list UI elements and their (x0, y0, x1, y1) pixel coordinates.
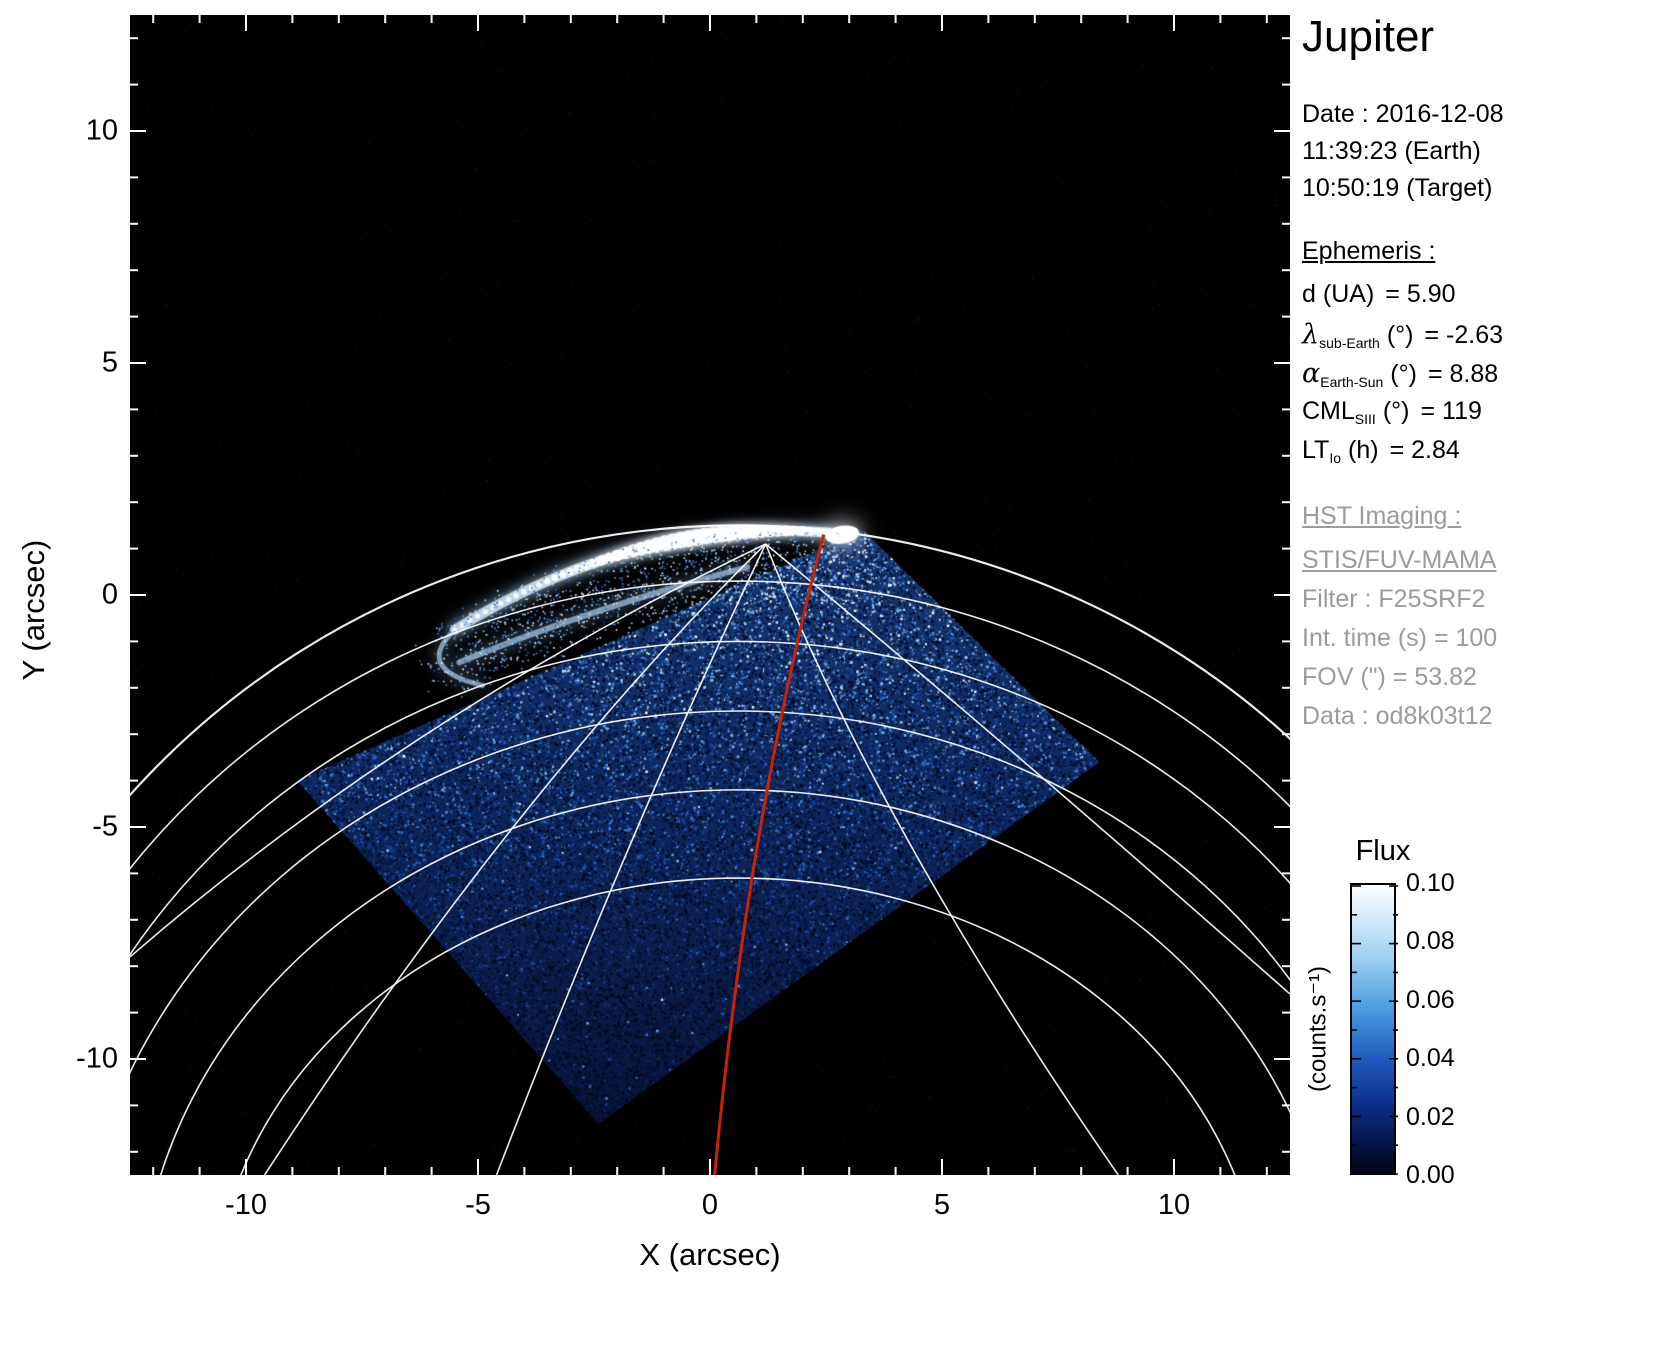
quantity-symbol: d (1302, 280, 1316, 308)
ephemeris-table: d (UA) = 5.90 λ sub-Earth (°) = -2.63 α Ea… (1302, 280, 1503, 475)
cml-meridian-line (713, 534, 826, 1175)
ephemeris-row-subearth-lat: λ sub-Earth (°) = -2.63 (1302, 319, 1503, 358)
colorbar-tick-label: 0.02 (1406, 1102, 1455, 1131)
y-tick-label: 10 (85, 114, 118, 147)
quantity-value: = -2.63 (1424, 321, 1504, 349)
x-tick-label: -5 (465, 1189, 491, 1221)
target-time-line: 10:50:19 (Target) (1302, 174, 1493, 202)
colorbar (1350, 883, 1398, 1175)
fuv-image-canvas (130, 15, 1290, 1175)
quantity-unit: (°) (1386, 321, 1414, 349)
latitude-arc (240, 877, 1236, 1175)
latitude-arc (159, 789, 1290, 1175)
x-tick-label: 0 (701, 1189, 719, 1221)
colorbar-unit-label: (counts.s⁻¹) (1304, 965, 1332, 1093)
colorbar-ticks (1352, 885, 1398, 1175)
quantity-symbol: λ (1302, 319, 1320, 350)
y-tick-label: 5 (101, 346, 118, 379)
quantity-symbol: LT (1302, 436, 1330, 464)
instrument-line: STIS/FUV-MAMA (1302, 546, 1497, 574)
earth-time-line: 11:39:23 (Earth) (1302, 137, 1481, 165)
ephemeris-row-distance: d (UA) = 5.90 (1302, 280, 1503, 319)
colorbar-tick-label: 0.08 (1406, 927, 1455, 956)
meridian-line (765, 543, 1290, 995)
colorbar-title: Flux (1355, 835, 1411, 867)
date-block: Date : 2016-12-08 11:39:23 (Earth) 10:50… (1302, 96, 1504, 207)
colorbar-tick-label: 0.04 (1406, 1044, 1455, 1073)
quantity-unit: (°) (1390, 360, 1417, 388)
hst-imaging-block: STIS/FUV-MAMA Filter : F25SRF2 Int. time… (1302, 541, 1497, 736)
ephemeris-row-io-localtime: LT Io (h) = 2.84 (1302, 436, 1503, 475)
quantity-value: = 119 (1420, 397, 1482, 425)
ephemeris-row-phase-angle: α Earth-Sun (°) = 8.88 (1302, 358, 1503, 397)
quantity-subscript: sub-Earth (1319, 335, 1380, 351)
x-tick-label: 10 (1157, 1189, 1191, 1221)
quantity-subscript: Io (1329, 450, 1342, 466)
colorbar-tick-label: 0.10 (1406, 869, 1455, 897)
latitude-arc (130, 580, 1290, 870)
quantity-symbol: CML (1302, 397, 1355, 425)
quantity-value: = 8.88 (1427, 360, 1499, 388)
colorbar-tick-label: 0.06 (1406, 985, 1455, 1014)
quantity-value: = 2.84 (1389, 436, 1460, 464)
y-tick-label: -10 (76, 1042, 118, 1075)
meridian-line (764, 543, 1119, 1175)
graticule-overlay (130, 15, 1290, 1175)
meridian-line (130, 543, 767, 958)
quantity-value: = 5.90 (1385, 280, 1456, 308)
fov-line: FOV (") = 53.82 (1302, 663, 1477, 691)
x-tick-label: 5 (933, 1189, 951, 1221)
hst-imaging-heading: HST Imaging : (1302, 502, 1462, 530)
colorbar-tick-label: 0.00 (1406, 1161, 1455, 1189)
quantity-unit: (h) (1348, 436, 1379, 464)
ephemeris-heading: Ephemeris : (1302, 237, 1436, 265)
target-title: Jupiter (1302, 12, 1435, 61)
latitude-arc (130, 710, 1290, 1075)
meridian-line (263, 543, 767, 1175)
quantity-symbol: α (1302, 358, 1321, 389)
filter-line: Filter : F25SRF2 (1302, 585, 1486, 613)
meridian-line (495, 543, 767, 1175)
x-axis-title: X (arcsec) (639, 1237, 781, 1272)
quantity-unit: (°) (1382, 397, 1410, 425)
dataset-line: Data : od8k03t12 (1302, 702, 1493, 730)
quantity-subscript: SIII (1354, 411, 1376, 427)
y-axis-title: Y (arcsec) (16, 539, 51, 681)
planet-limb (130, 524, 1290, 797)
info-panel: Jupiter Date : 2016-12-08 11:39:23 (Eart… (1300, 0, 1676, 1367)
latitude-arc (130, 640, 1290, 957)
ephemeris-row-cml: CML SIII (°) = 119 (1302, 397, 1503, 436)
plot-area (130, 15, 1290, 1175)
y-tick-label: 0 (101, 578, 118, 611)
quantity-unit: (UA) (1322, 280, 1375, 308)
quantity-subscript: Earth-Sun (1320, 374, 1384, 390)
integration-time-line: Int. time (s) = 100 (1302, 624, 1498, 652)
date-line: Date : 2016-12-08 (1302, 100, 1504, 128)
x-tick-label: -10 (225, 1189, 267, 1221)
y-tick-label: -5 (92, 810, 118, 843)
